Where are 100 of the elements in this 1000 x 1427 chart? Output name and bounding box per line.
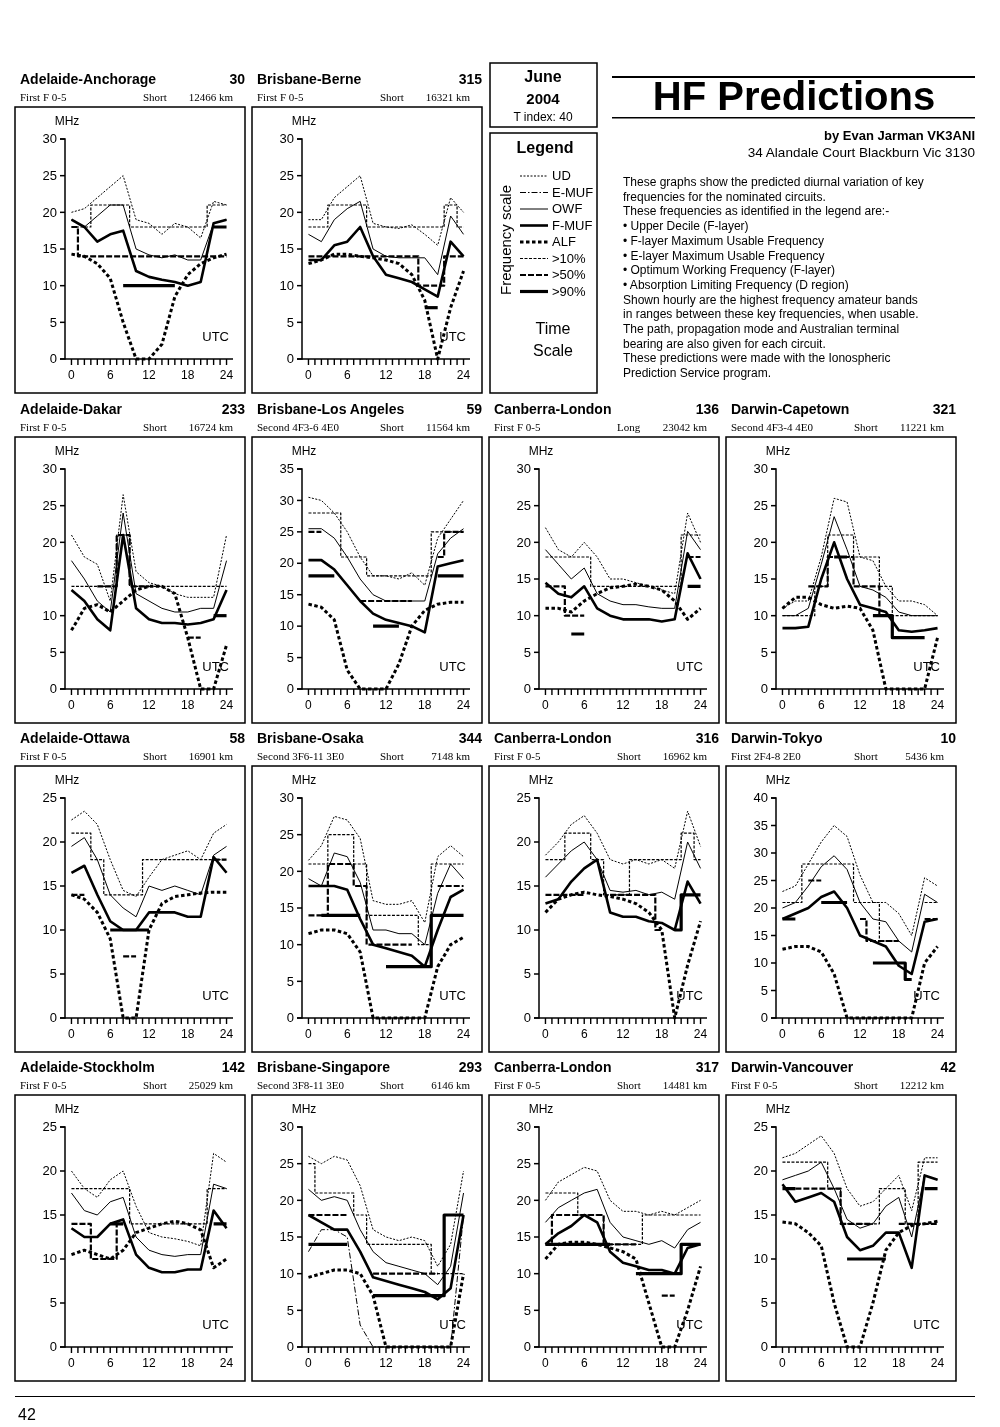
x-tick-label: 0	[68, 697, 76, 712]
text: frequencies for the nominated circuits.	[623, 189, 826, 204]
y-tick-label: 15	[42, 878, 57, 894]
chart-subtitle: Second 3F8-11 3E0	[257, 1079, 345, 1091]
x-axis-title: UTC	[676, 659, 703, 674]
x-tick-label: 24	[693, 1026, 708, 1041]
x-tick-label: 0	[779, 1026, 787, 1041]
y-tick-label: 10	[753, 607, 768, 623]
legend-label: F-MUF	[552, 217, 593, 233]
text: Short	[617, 1079, 641, 1091]
y-tick-label: 15	[753, 927, 768, 943]
chart-subtitle: First F 0-5	[257, 91, 304, 103]
y-tick-label: 5	[49, 966, 57, 982]
y-axis-title: MHz	[291, 773, 317, 787]
y-axis-title: MHz	[765, 773, 791, 787]
x-axis-title: UTC	[439, 329, 466, 344]
y-tick-label: 30	[279, 1119, 294, 1135]
y-tick-label: 35	[753, 817, 768, 833]
text: 7148 km	[431, 750, 471, 762]
chart-subtitle: First F 0-5	[731, 1079, 778, 1091]
x-axis-title: UTC	[202, 988, 229, 1003]
y-tick-label: 0	[49, 681, 57, 697]
y-tick-label: 20	[42, 204, 57, 220]
x-tick-label: 24	[456, 1355, 471, 1370]
y-tick-label: 20	[516, 1192, 531, 1208]
y-tick-label: 20	[279, 555, 294, 571]
x-tick-label: 24	[693, 1355, 708, 1370]
legend-label: UD	[552, 168, 571, 183]
y-tick-label: 0	[523, 1010, 531, 1026]
chart-title: Darwin-Tokyo	[731, 730, 823, 746]
y-tick-label: 20	[279, 1192, 294, 1208]
x-tick-label: 12	[379, 697, 393, 712]
text: Short	[380, 421, 404, 433]
x-tick-label: 6	[580, 697, 588, 712]
y-tick-label: 5	[760, 982, 768, 998]
text: 58	[229, 730, 246, 746]
chart-subtitle: First F 0-5	[20, 750, 67, 762]
text: Short	[380, 750, 404, 762]
x-tick-label: 24	[219, 1355, 234, 1370]
y-tick-label: 10	[279, 936, 294, 952]
x-tick-label: 24	[930, 1355, 945, 1370]
legend-label: ALF	[552, 234, 576, 249]
x-tick-label: 24	[693, 697, 708, 712]
y-tick-label: 20	[753, 534, 768, 550]
text: 316	[695, 730, 720, 746]
x-tick-label: 18	[655, 697, 669, 712]
x-tick-label: 24	[456, 367, 471, 382]
chart-title: Canberra-London	[494, 401, 612, 417]
x-tick-label: 18	[892, 697, 906, 712]
y-tick-label: 0	[49, 1010, 57, 1026]
x-tick-label: 24	[219, 367, 234, 382]
x-tick-label: 12	[616, 1026, 630, 1041]
y-tick-label: 15	[42, 571, 57, 587]
x-tick-label: 6	[817, 1026, 825, 1041]
y-tick-label: 25	[279, 167, 294, 183]
chart-title: Adelaide-Stockholm	[20, 1059, 155, 1075]
x-tick-label: 6	[106, 697, 114, 712]
text: 5436 km	[905, 750, 945, 762]
legend-label: E-MUF	[552, 184, 594, 200]
text: 42	[18, 1406, 36, 1423]
x-tick-label: 0	[542, 697, 550, 712]
x-axis-title: UTC	[202, 1317, 229, 1332]
y-tick-label: 20	[42, 534, 57, 550]
x-tick-label: 18	[418, 367, 432, 382]
x-axis-title: UTC	[913, 988, 940, 1003]
text: 16321 km	[425, 91, 471, 103]
text: 14481 km	[662, 1079, 708, 1091]
x-tick-label: 6	[106, 1026, 114, 1041]
y-tick-label: 15	[279, 900, 294, 916]
x-tick-label: 12	[853, 697, 867, 712]
text: • Absorption Limiting Frequency (D region)	[623, 277, 849, 292]
y-tick-label: 5	[49, 1295, 57, 1311]
chart-subtitle: First F 0-5	[494, 1079, 541, 1091]
y-tick-label: 30	[279, 790, 294, 806]
text: Short	[854, 421, 878, 433]
y-tick-label: 5	[286, 314, 294, 330]
y-tick-label: 0	[523, 681, 531, 697]
y-tick-label: 25	[42, 1119, 57, 1135]
x-axis-title: UTC	[913, 659, 940, 674]
text: • Upper Decile (F-layer)	[623, 219, 749, 234]
y-tick-label: 0	[286, 351, 294, 367]
text: Short	[143, 1079, 167, 1091]
y-tick-label: 5	[286, 1302, 294, 1318]
y-tick-label: 10	[42, 1251, 57, 1267]
y-tick-label: 30	[516, 461, 531, 477]
x-axis-title: UTC	[439, 659, 466, 674]
y-axis-title: MHz	[528, 773, 554, 787]
text: 25029 km	[188, 1079, 234, 1091]
y-tick-label: 30	[753, 845, 768, 861]
y-tick-label: 10	[279, 1265, 294, 1281]
text: 293	[458, 1059, 483, 1075]
chart-title: Adelaide-Ottawa	[20, 730, 130, 746]
y-tick-label: 0	[49, 1339, 57, 1355]
x-tick-label: 18	[892, 1026, 906, 1041]
y-tick-label: 0	[286, 1010, 294, 1026]
chart-title: Darwin-Vancouver	[731, 1059, 854, 1075]
x-tick-label: 0	[542, 1026, 550, 1041]
y-tick-label: 25	[279, 826, 294, 842]
y-tick-label: 10	[516, 922, 531, 938]
chart-title: Adelaide-Anchorage	[20, 71, 157, 87]
